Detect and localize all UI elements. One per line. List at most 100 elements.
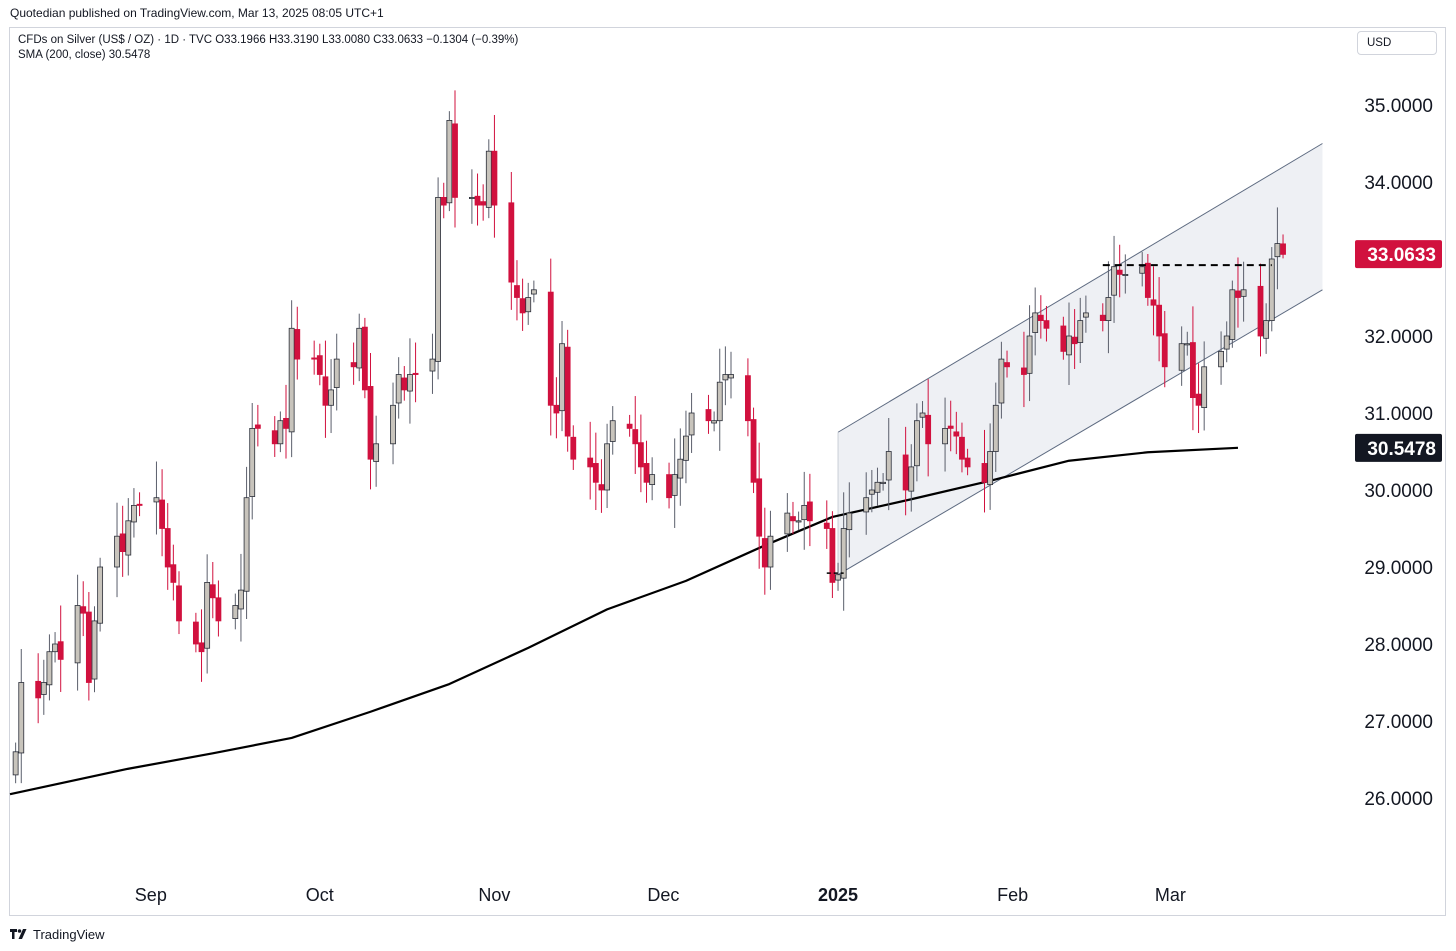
candle (598, 459, 605, 513)
candle-layer (12, 90, 1286, 784)
x-tick-label: 2025 (818, 885, 858, 905)
candle-body (508, 202, 515, 283)
candle (18, 649, 25, 784)
candle-body (1082, 312, 1089, 318)
candle (649, 457, 656, 501)
candle-body (564, 346, 571, 437)
candle-body (671, 474, 678, 496)
candle (153, 461, 160, 535)
candle-body (322, 376, 329, 406)
candle (756, 442, 763, 569)
candle (728, 351, 734, 399)
candle (80, 581, 87, 637)
candle-body (80, 606, 87, 614)
candle (46, 634, 53, 701)
candle (626, 414, 633, 437)
candle-body (677, 458, 684, 479)
candle (249, 402, 256, 520)
candle-body (992, 404, 999, 452)
candle (209, 561, 216, 619)
candle-body (1274, 243, 1281, 258)
tradingview-brand: TradingView (33, 926, 105, 942)
candle-body (1105, 297, 1112, 322)
candle (1223, 321, 1230, 363)
candle (446, 111, 453, 212)
candle (136, 492, 143, 517)
candle (1274, 207, 1281, 290)
candle (176, 571, 182, 635)
footer: TradingView (10, 925, 105, 943)
candle (784, 493, 791, 552)
candle-body (1257, 285, 1264, 337)
candle (705, 394, 712, 434)
candle (452, 90, 458, 228)
candle-body (1178, 343, 1185, 371)
candle-body (407, 374, 413, 392)
legend-sma-line: SMA (200, close) 30.5478 (18, 49, 151, 61)
candle (390, 382, 396, 465)
candle-body (1195, 393, 1202, 406)
candle (761, 507, 768, 595)
candle-body (637, 442, 644, 468)
candle-body (401, 377, 408, 391)
candle-body (446, 120, 453, 204)
candle (992, 382, 999, 472)
candle-body (1004, 362, 1010, 368)
candle-body (626, 423, 633, 429)
candle (750, 407, 757, 494)
candle-body (1043, 320, 1050, 329)
x-tick-label: Dec (647, 885, 679, 905)
candle (322, 340, 329, 438)
currency-button[interactable]: USD (1357, 31, 1437, 55)
candle (1043, 305, 1050, 342)
y-tick-label: 34.0000 (1364, 173, 1433, 194)
candle-body (254, 424, 261, 429)
candle (52, 632, 58, 663)
candle-body (1268, 258, 1275, 321)
candle (1066, 302, 1072, 386)
candle-body (998, 358, 1005, 404)
candle (1004, 350, 1010, 378)
candle (1099, 303, 1106, 332)
candle-body (474, 195, 481, 206)
candle (429, 333, 436, 394)
candle-body (114, 535, 120, 568)
candle-body (1263, 320, 1270, 339)
candle-body (1229, 289, 1236, 340)
candle (1026, 305, 1033, 402)
candle-body (440, 196, 447, 206)
candle-body (288, 327, 295, 433)
candle-body (12, 751, 19, 776)
candle (547, 258, 554, 436)
candle-body (373, 443, 380, 462)
candle-body (705, 409, 712, 422)
candle (1111, 235, 1117, 323)
candle (716, 348, 723, 451)
candle (288, 300, 295, 458)
candle (1139, 252, 1146, 287)
candle-body (761, 538, 768, 568)
candle-body (1037, 314, 1044, 321)
candle-body (97, 566, 104, 624)
candle-body (801, 504, 808, 521)
candle-body (880, 481, 887, 484)
tradingview-logo-icon (10, 929, 27, 939)
candle (981, 429, 988, 513)
candle-body (243, 497, 250, 592)
candle-body (1111, 266, 1117, 296)
candle (1178, 326, 1185, 386)
candle-body (271, 430, 278, 445)
candle (525, 282, 532, 325)
candle (1156, 277, 1163, 362)
candle-body (959, 436, 965, 460)
candle (1240, 261, 1247, 322)
candle (925, 379, 932, 477)
candle-body (609, 420, 616, 442)
candle (1144, 253, 1151, 306)
candle-body (1060, 325, 1067, 352)
candle (1280, 234, 1286, 259)
candle-body (1223, 335, 1230, 350)
candle (942, 397, 948, 472)
candle-body (119, 533, 126, 553)
